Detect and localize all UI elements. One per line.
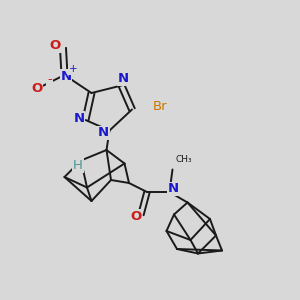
Text: Br: Br	[153, 100, 168, 113]
Text: O: O	[130, 209, 141, 223]
Text: +: +	[69, 64, 77, 74]
Text: CH₃: CH₃	[176, 154, 192, 164]
Text: -: -	[47, 73, 52, 86]
Text: N: N	[167, 182, 179, 196]
Text: N: N	[60, 70, 72, 83]
Text: N: N	[98, 126, 109, 140]
Text: O: O	[31, 82, 43, 95]
Text: H: H	[73, 159, 83, 172]
Text: N: N	[73, 112, 85, 125]
Text: N: N	[117, 72, 129, 86]
Text: O: O	[50, 39, 61, 52]
